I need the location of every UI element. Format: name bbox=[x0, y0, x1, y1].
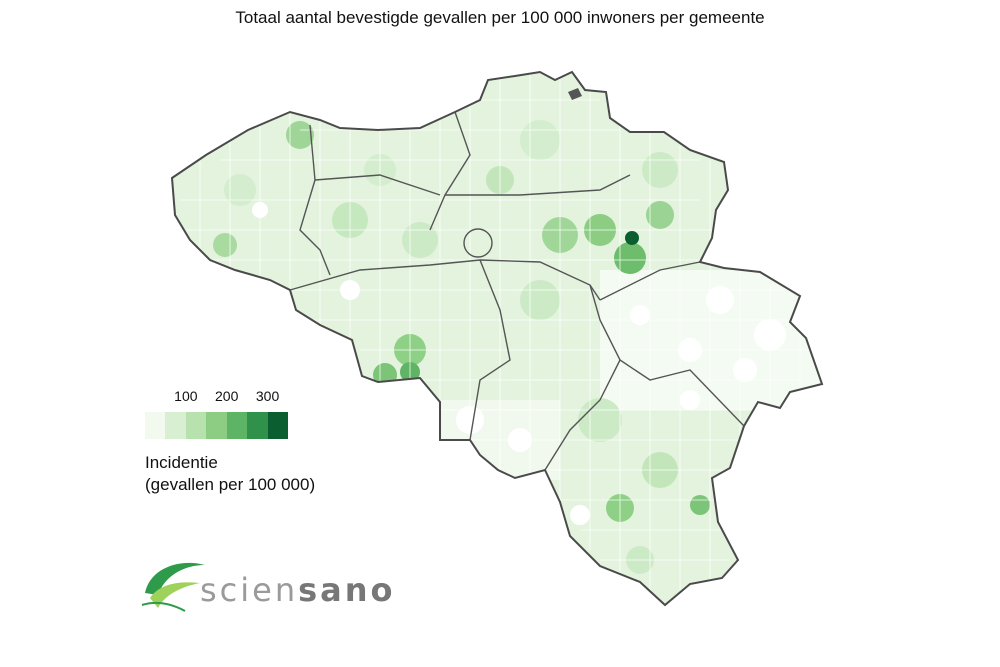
legend-swatch bbox=[206, 412, 227, 439]
legend-title-line1: Incidentie bbox=[145, 453, 218, 472]
legend-swatch bbox=[165, 412, 186, 439]
legend-tick-label: 100 bbox=[174, 388, 198, 404]
logo-text-part2: sano bbox=[298, 571, 396, 609]
logo-wordmark: sciensano bbox=[200, 571, 396, 609]
legend-swatch bbox=[247, 412, 268, 439]
legend-swatch bbox=[267, 412, 288, 439]
legend-swatch bbox=[145, 412, 166, 439]
enclave-baarle bbox=[568, 88, 582, 100]
legend-tick-label: 300 bbox=[255, 388, 280, 404]
legend-ticks: 100 200 300 bbox=[145, 388, 290, 406]
logo-text-part1: scien bbox=[200, 571, 299, 609]
municipality-patches bbox=[180, 72, 822, 600]
legend-tick-label: 200 bbox=[215, 388, 239, 404]
sciensano-leaf-icon bbox=[141, 562, 205, 612]
legend-swatch bbox=[185, 412, 207, 439]
legend-title-line2: (gevallen per 100 000) bbox=[145, 475, 316, 494]
legend-title: Incidentie (gevallen per 100 000) bbox=[145, 452, 315, 496]
sciensano-logo: sciensano bbox=[140, 553, 393, 613]
belgium-border bbox=[170, 70, 824, 607]
province-borders bbox=[289, 111, 745, 471]
highest-incidence-municipality bbox=[625, 231, 639, 245]
legend-swatch bbox=[226, 412, 248, 439]
legend-color-bar bbox=[145, 412, 288, 439]
map-title: Totaal aantal bevestigde gevallen per 10… bbox=[235, 8, 765, 27]
